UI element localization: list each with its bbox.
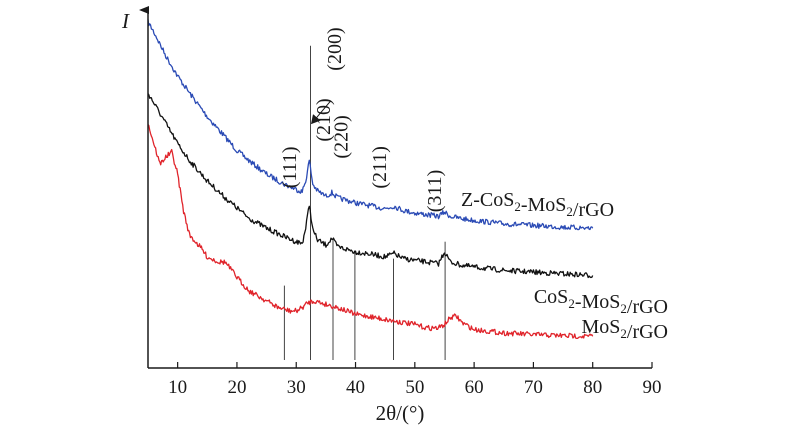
- x-tick-label-8: 90: [643, 377, 662, 398]
- x-tick-label-7: 80: [583, 377, 602, 398]
- series-line-0: [147, 19, 594, 231]
- peak-label-1: (200): [324, 27, 346, 70]
- x-tick-label-0: 10: [168, 377, 187, 398]
- peak-label-0: (111): [279, 146, 301, 188]
- x-tick-label-2: 30: [287, 377, 306, 398]
- x-axis-label: 2θ/(°): [376, 401, 425, 425]
- x-axis-label-text: 2θ/(°): [376, 401, 425, 425]
- series-line-1: [147, 93, 594, 279]
- peak-label-3: (220): [331, 115, 353, 158]
- peak-label-5: (311): [424, 170, 446, 213]
- series-line-2: [147, 124, 594, 340]
- peak-label-4: (211): [369, 146, 391, 189]
- peak-label-2: (210): [313, 98, 335, 141]
- x-ticks: 10 20 30 40 50 60 70 80 90: [168, 362, 662, 398]
- series-label-0: Z-CoS2-MoS2/rGO: [461, 189, 614, 221]
- x-tick-label-6: 70: [524, 377, 543, 398]
- x-tick-label-1: 20: [227, 377, 246, 398]
- x-tick-label-4: 50: [405, 377, 424, 398]
- series-label-1: CoS2-MoS2/rGO: [534, 286, 668, 318]
- x-tick-label-5: 60: [465, 377, 484, 398]
- series-layer: [147, 19, 594, 340]
- peak-arrow-1: [311, 100, 331, 125]
- series-label-2: MoS2/rGO: [581, 316, 668, 343]
- reference-lines: [283, 45, 446, 360]
- x-tick-label-3: 40: [346, 377, 365, 398]
- axes: I 2θ/(°): [121, 6, 652, 425]
- peak-annotations: (111) (200) (210)(220) (211) (311): [279, 27, 446, 212]
- y-axis-label: I: [121, 9, 130, 33]
